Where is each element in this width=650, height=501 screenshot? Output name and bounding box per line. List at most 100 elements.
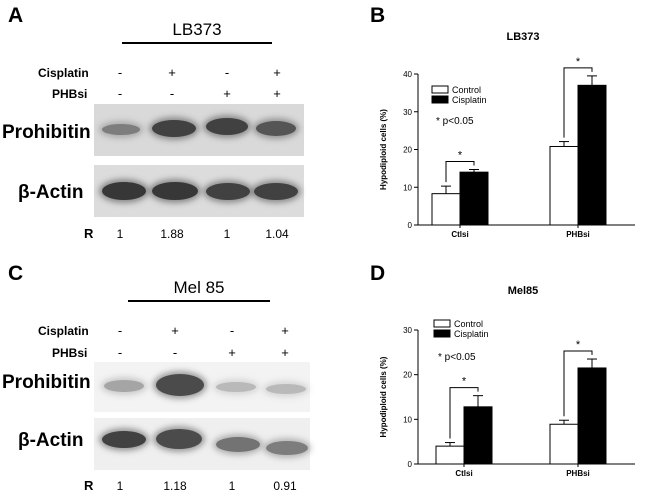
chart1-legend-label-1: Cisplatin [454,329,489,339]
cell-line-title-a: LB373 [172,20,222,39]
band-a-prohibitin-2 [152,120,196,137]
r-value-a-1: 1 [116,227,124,241]
phbsi-sign-a-3: + [223,86,231,101]
r-value-c-1: 1 [116,479,124,493]
band-c-prohibitin-4 [266,384,306,394]
cisplatin-sign-c-4: + [281,323,289,338]
chart0-p-value-annotation: * p<0.05 [436,116,474,127]
title-underline-c [128,300,270,302]
band-c-prohibitin-3 [216,382,256,392]
band-a-actin-2 [152,182,198,200]
band-a-prohibitin-1 [102,124,140,135]
band-a-actin-3 [206,183,250,200]
prohibitin-label-c: Prohibitin [2,372,91,393]
chart0-legend-label-0: Control [452,85,481,95]
panel-letter-c: C [8,262,24,285]
chart0-significance-star-0: * [458,150,463,162]
chart1-x-tick-label-0: Ctlsi [455,469,472,478]
chart0-bar-phbsi-cisplatin [577,84,607,226]
r-value-c-4: 0.91 [273,479,297,493]
band-a-actin-1 [102,182,146,200]
chart0-legend-swatch-0 [431,85,449,94]
actin-blot-c [94,418,310,470]
cisplatin-sign-a-2: + [168,65,176,80]
chart1-y-tick-label-2: 20 [403,371,412,380]
chart0-bar-ctlsi-control [431,193,461,226]
panel-letter-a: A [8,4,24,27]
chart0-significance-bracket-0 [445,161,475,183]
chart1-y-tick-label-3: 30 [403,326,412,335]
chart0-title: LB373 [506,31,539,43]
cisplatin-sign-c-3: - [229,323,235,338]
phbsi-sign-c-4: + [281,345,289,360]
cisplatin-sign-c-1: - [117,323,123,338]
panel-letter-b: B [370,4,386,27]
chart0-y-tick-label-1: 10 [403,183,412,192]
chart0-significance-bracket-1 [563,67,593,138]
chart1-y-tick-label-1: 10 [403,415,412,424]
band-c-actin-1 [102,431,146,448]
chart1-y-tick-label-0: 0 [408,460,413,469]
band-a-actin-4 [254,183,298,200]
panel-letter-d: D [370,262,386,285]
chart1-legend-label-0: Control [454,319,483,329]
cisplatin-sign-c-2: + [171,323,179,338]
chart1-bar-phbsi-control [549,423,579,465]
chart0-significance-star-1: * [576,56,581,68]
band-c-actin-4 [266,441,308,455]
chart1-significance-star-0: * [462,376,467,388]
actin-label-a: β-Actin [18,182,84,203]
chart1-legend-swatch-1 [433,329,451,338]
chart1-significance-bracket-1 [563,350,593,417]
chart0-legend-label-1: Cisplatin [452,95,487,105]
r-value-c-2: 1.18 [163,479,187,493]
chart0-x-tick-label-1: PHBsi [566,230,590,239]
actin-blot-a [94,165,304,217]
chart1-bar-ctlsi-cisplatin [463,406,493,465]
chart0-y-tick-label-3: 30 [403,108,412,117]
chart1-bar-ctlsi-control [435,445,465,465]
chart0-y-tick-label-0: 0 [408,221,413,230]
chart0-y-tick-label-4: 40 [403,70,412,79]
chart0-y-tick-label-2: 20 [403,146,412,155]
r-label-c: R [84,478,94,493]
r-label-a: R [84,226,94,241]
chart1-significance-star-1: * [576,339,581,351]
bar-chart-lb373: LB373 0 10 20 30 40 Hypodiploid cells (%) Ctlsi… [379,31,635,239]
chart0-bar-ctlsi-cisplatin [459,171,489,226]
prohibitin-label-a: Prohibitin [2,122,91,143]
band-c-actin-2 [156,429,202,449]
phbsi-sign-c-1: - [117,345,123,360]
chart1-y-axis-label: Hypodiploid cells (%) [379,356,388,437]
phbsi-sign-a-4: + [273,86,281,101]
band-a-prohibitin-4 [256,121,296,136]
r-value-c-3: 1 [228,479,236,493]
r-value-a-4: 1.04 [265,227,289,241]
r-value-a-3: 1 [223,227,231,241]
cisplatin-sign-a-1: - [117,65,123,80]
phbsi-sign-c-2: - [172,345,178,360]
bar-chart-mel85: Mel85 0 10 20 30 Hypodiploid cells (%) Ctlsi * P… [379,285,635,478]
phbsi-sign-a-1: - [117,86,123,101]
cisplatin-sign-a-3: - [224,65,230,80]
chart0-y-axis-label: Hypodiploid cells (%) [379,109,388,190]
cisplatin-sign-a-4: + [273,65,281,80]
cisplatin-row-label-c: Cisplatin [38,324,89,338]
band-c-actin-3 [216,437,260,452]
band-c-prohibitin-1 [104,380,144,392]
chart1-legend-swatch-0 [433,319,451,328]
chart1-x-tick-label-1: PHBsi [566,469,590,478]
prohibitin-blot-a [94,104,304,156]
band-c-prohibitin-2 [156,374,204,396]
title-underline-a [122,42,272,44]
phbsi-row-label-a: PHBsi [52,87,88,101]
prohibitin-blot-c [94,362,310,412]
cisplatin-row-label-a: Cisplatin [38,66,89,80]
phbsi-sign-c-3: + [228,345,236,360]
chart0-legend-swatch-1 [431,95,449,104]
chart1-significance-bracket-0 [449,387,479,439]
r-value-a-2: 1.88 [160,227,184,241]
chart0-x-tick-label-0: Ctlsi [451,230,468,239]
phbsi-row-label-c: PHBsi [52,346,88,360]
band-a-prohibitin-3 [206,118,248,135]
